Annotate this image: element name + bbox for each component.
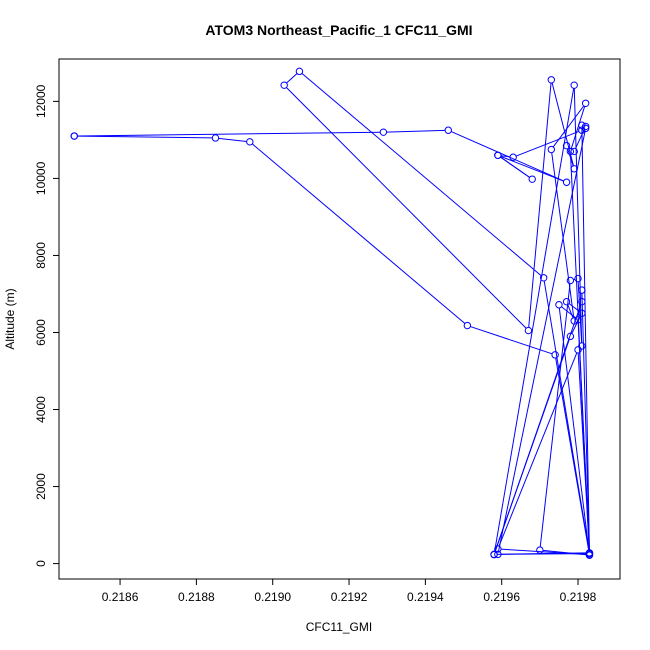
data-point — [566, 276, 575, 285]
data-point — [581, 122, 590, 131]
x-tick-label: 0.2194 — [407, 590, 444, 604]
series-segment — [575, 129, 585, 149]
x-axis: 0.2186 0.2188 0.2190 0.2192 0.2194 0.2196 0.21… — [102, 579, 597, 604]
series-segment — [528, 82, 552, 328]
series-segment — [552, 105, 585, 148]
data-point — [70, 132, 78, 140]
series-segment — [567, 304, 574, 319]
series-points — [70, 67, 594, 559]
data-point — [490, 550, 498, 559]
data-point — [246, 138, 254, 146]
x-tick-label: 0.2192 — [331, 590, 368, 604]
data-point — [444, 126, 452, 134]
data-point — [555, 301, 563, 309]
data-point — [562, 141, 571, 150]
data-point — [578, 286, 586, 294]
data-point — [551, 351, 559, 359]
series-segment — [500, 156, 564, 182]
y-axis: 0 2000 4000 6000 8000 10000 12000 — [34, 84, 59, 567]
data-point — [578, 309, 586, 317]
data-point — [295, 67, 304, 76]
data-point — [578, 126, 586, 134]
data-point — [566, 332, 575, 341]
series-segment — [570, 106, 586, 149]
series-segment — [286, 73, 298, 84]
series-segment — [539, 283, 571, 547]
y-tick-label: 8000 — [34, 242, 48, 269]
data-point — [562, 297, 571, 306]
x-axis-label: CFC11_GMI — [306, 620, 372, 634]
data-point — [574, 346, 582, 354]
series-segment — [77, 135, 213, 139]
series-segment — [251, 143, 466, 324]
data-point — [562, 178, 571, 186]
series-segment — [497, 553, 587, 555]
series-segment — [571, 315, 581, 334]
y-tick-label: 12000 — [34, 84, 48, 118]
series-segment — [573, 88, 583, 343]
data-point — [494, 151, 502, 159]
x-tick-label: 0.2198 — [560, 590, 597, 604]
data-point — [570, 81, 578, 89]
series-segment — [570, 154, 590, 552]
series-segment — [77, 131, 381, 137]
data-point — [578, 297, 586, 306]
y-tick-label: 6000 — [34, 319, 48, 346]
data-point — [578, 121, 586, 129]
plot-frame — [58, 58, 621, 580]
data-point — [570, 317, 578, 325]
series-segment — [470, 326, 553, 355]
series-segment — [581, 128, 590, 552]
data-point — [566, 147, 575, 156]
data-point — [494, 545, 502, 553]
series-segment — [386, 129, 446, 133]
series-segment — [286, 87, 527, 329]
series-segment — [494, 88, 575, 552]
data-point — [379, 128, 388, 136]
y-tick-label: 0 — [34, 560, 48, 567]
data-point — [539, 274, 548, 282]
series-segment — [500, 156, 530, 178]
data-point — [494, 550, 502, 559]
data-point — [280, 81, 288, 89]
series-segment — [551, 152, 575, 318]
y-tick-label: 10000 — [34, 161, 48, 195]
data-point — [524, 326, 533, 335]
data-point — [581, 99, 590, 107]
data-point — [578, 342, 586, 350]
series-segment — [450, 131, 564, 182]
x-tick-label: 0.2186 — [102, 590, 139, 604]
data-point — [547, 76, 556, 84]
y-tick-label: 2000 — [34, 473, 48, 500]
y-axis-label: Altitude (m) — [3, 288, 17, 349]
y-tick-label: 4000 — [34, 396, 48, 423]
data-point — [536, 546, 544, 554]
data-point — [211, 134, 220, 142]
data-point — [547, 145, 556, 154]
series-segment — [494, 339, 570, 552]
series-segment — [543, 280, 590, 551]
series-segment — [498, 131, 586, 552]
series-segment — [301, 73, 542, 277]
chart-title: ATOM3 Northeast_Pacific_1 CFC11_GMI — [205, 22, 472, 38]
data-point — [570, 165, 578, 173]
data-point — [585, 551, 594, 559]
data-point — [570, 147, 578, 156]
series-segment — [515, 130, 580, 157]
data-point — [509, 153, 517, 161]
data-point — [463, 321, 472, 330]
x-tick-label: 0.2196 — [483, 590, 520, 604]
series-segment — [551, 82, 574, 166]
data-point — [574, 274, 582, 283]
data-point — [528, 175, 536, 183]
series-line — [77, 73, 590, 556]
series-segment — [218, 137, 247, 142]
x-tick-label: 0.2190 — [254, 590, 291, 604]
series-segment — [498, 352, 578, 547]
series-segment — [558, 307, 590, 553]
data-point — [574, 316, 582, 324]
x-tick-label: 0.2188 — [178, 590, 215, 604]
